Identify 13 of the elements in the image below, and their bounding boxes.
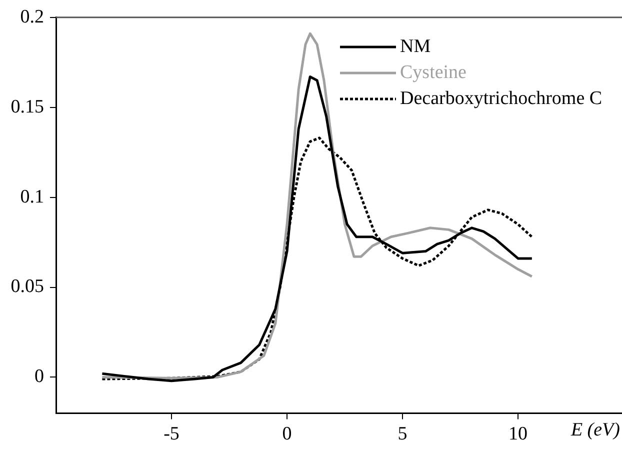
x-tick-label: 0: [282, 424, 292, 445]
y-tick-label: 0.15: [10, 96, 44, 118]
y-tick-label: 0.05: [10, 276, 44, 298]
y-tick-label: 0.2: [20, 6, 44, 28]
x-tick-label: 5: [398, 424, 408, 445]
y-tick-label: 0.1: [20, 186, 44, 208]
legend-label: Decarboxytrichochrome C: [400, 87, 602, 111]
x-tick-label: 10: [508, 424, 528, 445]
legend-label: Cysteine: [400, 61, 466, 85]
x-tick-label: -5: [164, 424, 180, 445]
x-axis-title: E (eV): [570, 420, 620, 441]
legend-label: NM: [400, 35, 431, 59]
y-tick-label: 0: [34, 366, 44, 388]
